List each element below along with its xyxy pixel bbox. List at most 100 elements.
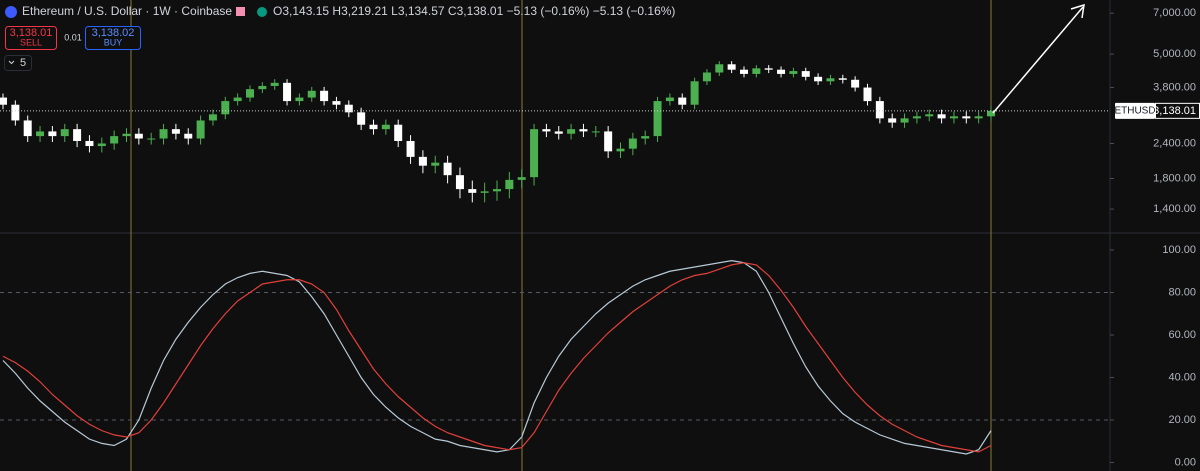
candle-body bbox=[702, 72, 711, 82]
y-tick-label: 40.00 bbox=[1168, 371, 1196, 383]
candle-body bbox=[443, 162, 452, 176]
buy-button[interactable] bbox=[85, 26, 141, 50]
sell-label: SELL bbox=[20, 37, 42, 47]
y-tick-label: 80.00 bbox=[1168, 286, 1196, 298]
indicators-toggle[interactable] bbox=[4, 55, 32, 71]
candle-body bbox=[394, 124, 403, 141]
y-tick-label: 0.00 bbox=[1175, 456, 1196, 468]
candle-body bbox=[814, 76, 823, 82]
sell-price: 3,138.01 bbox=[10, 27, 53, 39]
candle-body bbox=[369, 124, 378, 130]
candle-body bbox=[888, 118, 897, 123]
oscillator-line bbox=[2, 262, 992, 453]
candle-body bbox=[73, 129, 82, 141]
ohlc-value: 3,143.15 bbox=[282, 4, 329, 18]
change: −5.13 (−0.16%) bbox=[507, 4, 590, 18]
status-dot bbox=[257, 7, 267, 17]
candle-body bbox=[554, 131, 563, 134]
candle-body bbox=[665, 97, 674, 102]
candle-body bbox=[653, 101, 662, 137]
candle-body bbox=[826, 78, 835, 82]
oscillator-line bbox=[2, 260, 992, 455]
candle-body bbox=[690, 81, 699, 105]
indicators-count: 5 bbox=[20, 57, 26, 69]
candle-body bbox=[23, 120, 32, 137]
candle-body bbox=[85, 140, 94, 147]
candle-body bbox=[36, 131, 45, 137]
candle-body bbox=[480, 191, 489, 193]
candle-body bbox=[97, 143, 106, 147]
candle-body bbox=[147, 138, 156, 140]
candle-body bbox=[48, 131, 57, 137]
candle-body bbox=[949, 116, 958, 119]
y-tick-label: 7,000.00 bbox=[1153, 7, 1196, 19]
last-price-label: 3,138.01 bbox=[1153, 105, 1196, 117]
candle-body bbox=[628, 138, 637, 149]
ohlc-label: C bbox=[448, 4, 457, 18]
y-tick-label: 1,400.00 bbox=[1153, 203, 1196, 215]
spread: 0.01 bbox=[64, 32, 82, 42]
candle-body bbox=[875, 101, 884, 119]
candle-body bbox=[60, 129, 69, 137]
candle-body bbox=[530, 129, 539, 178]
buy-label: BUY bbox=[104, 37, 123, 47]
candle-body bbox=[752, 68, 761, 74]
candle-body bbox=[974, 116, 983, 119]
candle-body bbox=[110, 136, 119, 144]
candle-body bbox=[838, 78, 847, 80]
candle-body bbox=[270, 82, 279, 86]
y-tick-label: 2,400.00 bbox=[1153, 137, 1196, 149]
candle-body bbox=[604, 131, 613, 152]
candle-body bbox=[616, 148, 625, 152]
y-tick-label: 3,800.00 bbox=[1153, 81, 1196, 93]
candle-body bbox=[962, 116, 971, 119]
ohlc-values: O3,143.15 H3,219.21 L3,134.57 C3,138.01 … bbox=[273, 4, 675, 18]
candle-body bbox=[517, 177, 526, 180]
candle-body bbox=[493, 189, 501, 192]
candle-body bbox=[740, 69, 748, 74]
candle-body bbox=[159, 129, 168, 139]
candle-body bbox=[468, 189, 477, 193]
arrow-head bbox=[1070, 3, 1085, 19]
ohlc-label: O bbox=[273, 4, 282, 18]
candle-body bbox=[851, 79, 860, 88]
chevron-icon bbox=[8, 60, 15, 65]
y-tick-label: 100.00 bbox=[1162, 244, 1196, 256]
candle-body bbox=[11, 104, 20, 121]
candle-body bbox=[900, 118, 909, 123]
candle-body bbox=[320, 90, 329, 102]
candle-body bbox=[925, 114, 934, 117]
candle-body bbox=[801, 71, 810, 77]
candle-body bbox=[134, 133, 143, 139]
flag-icon[interactable] bbox=[236, 7, 245, 16]
candle-body bbox=[715, 64, 724, 73]
ohlc-value: 3,134.57 bbox=[398, 4, 445, 18]
candle-body bbox=[307, 90, 316, 98]
y-tick-label: 1,800.00 bbox=[1153, 172, 1196, 184]
candle-body bbox=[505, 179, 514, 190]
ohlc-value: 3,219.21 bbox=[341, 4, 388, 18]
symbol-title: Ethereum / U.S. Dollar · 1W · Coinbase bbox=[22, 4, 232, 18]
candle-body bbox=[418, 156, 427, 166]
candle-body bbox=[579, 129, 588, 132]
candle-body bbox=[171, 129, 180, 134]
candle-body bbox=[727, 64, 736, 70]
sell-button[interactable] bbox=[5, 26, 57, 50]
candle-body bbox=[196, 120, 205, 139]
candle-body bbox=[567, 129, 576, 134]
candle-body bbox=[912, 116, 921, 119]
candle-body bbox=[122, 133, 131, 137]
symbol-tag-label: ETHUSD bbox=[1114, 105, 1155, 116]
candle-body bbox=[184, 133, 193, 139]
candle-body bbox=[764, 68, 773, 70]
candle-body bbox=[455, 175, 464, 190]
candle-body bbox=[246, 89, 254, 98]
candle-body bbox=[777, 69, 786, 74]
candle-body bbox=[937, 114, 946, 119]
change: −5.13 (−0.16%) bbox=[593, 4, 676, 18]
y-tick-label: 5,000.00 bbox=[1153, 48, 1196, 60]
candle-body bbox=[863, 87, 872, 102]
